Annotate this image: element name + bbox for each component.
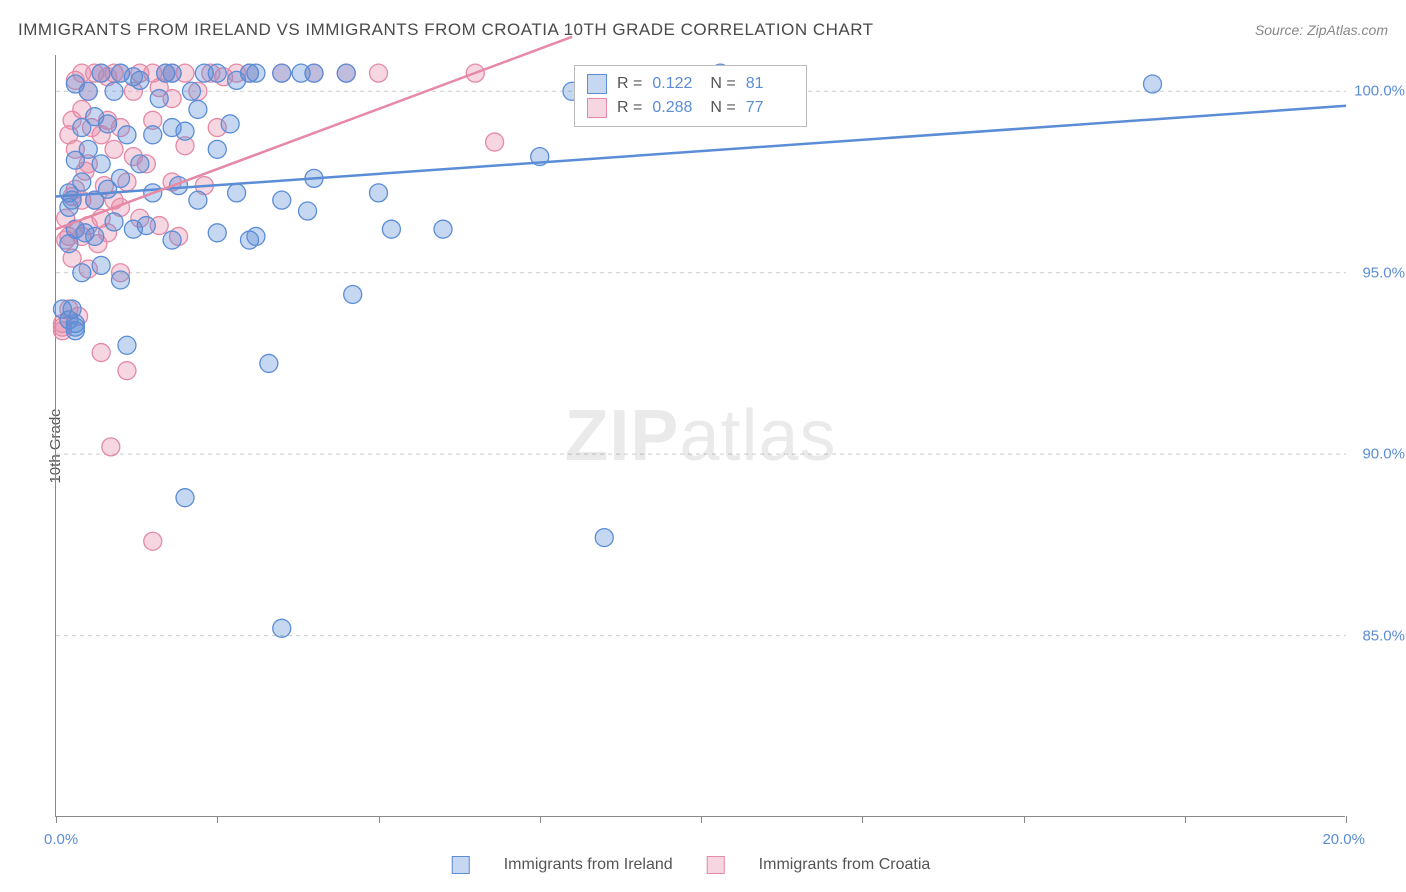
legend-r-value: 0.288 [652, 99, 700, 117]
correlation-legend-row: R = 0.288 N = 77 [587, 96, 794, 120]
scatter-point [105, 140, 123, 158]
correlation-legend-row: R = 0.122 N = 81 [587, 72, 794, 96]
legend-n-value: 81 [746, 75, 794, 93]
x-tick [1346, 816, 1347, 823]
scatter-point [99, 115, 117, 133]
legend-r-label: R = [617, 99, 642, 117]
scatter-point [92, 155, 110, 173]
scatter-svg [56, 55, 1345, 816]
scatter-point [105, 82, 123, 100]
scatter-point [208, 140, 226, 158]
scatter-point [150, 90, 168, 108]
legend-swatch [587, 74, 607, 94]
y-tick-label: 95.0% [1362, 264, 1405, 281]
scatter-point [92, 344, 110, 362]
x-tick [862, 816, 863, 823]
scatter-point [112, 169, 130, 187]
legend-swatch [707, 856, 725, 874]
scatter-point [118, 126, 136, 144]
scatter-point [299, 202, 317, 220]
scatter-point [221, 115, 239, 133]
x-tick [379, 816, 380, 823]
scatter-point [144, 126, 162, 144]
legend-r-label: R = [617, 75, 642, 93]
scatter-point [105, 213, 123, 231]
x-tick [1185, 816, 1186, 823]
scatter-point [144, 532, 162, 550]
scatter-point [66, 315, 84, 333]
scatter-point [595, 529, 613, 547]
chart-container: IMMIGRANTS FROM IRELAND VS IMMIGRANTS FR… [0, 0, 1406, 892]
scatter-point [176, 122, 194, 140]
plot-area: ZIPatlas R =0.122N =81R =0.288N =77 0.0%… [55, 55, 1345, 817]
scatter-point [208, 64, 226, 82]
legend-n-label: N = [710, 75, 735, 93]
bottom-legend: Immigrants from Ireland Immigrants from C… [452, 856, 955, 874]
scatter-point [73, 264, 91, 282]
legend-series-label: Immigrants from Ireland [504, 856, 673, 874]
x-tick-min: 0.0% [44, 831, 78, 848]
scatter-point [102, 438, 120, 456]
x-tick [56, 816, 57, 823]
scatter-point [344, 285, 362, 303]
correlation-legend: R = 0.122 N = 81 R = 0.288 N = 77 [574, 65, 807, 127]
scatter-point [118, 336, 136, 354]
scatter-point [131, 71, 149, 89]
scatter-point [370, 64, 388, 82]
scatter-point [92, 64, 110, 82]
scatter-point [305, 64, 323, 82]
scatter-point [228, 184, 246, 202]
scatter-point [189, 191, 207, 209]
scatter-point [73, 173, 91, 191]
source-attribution: Source: ZipAtlas.com [1255, 22, 1388, 38]
legend-r-value: 0.122 [652, 75, 700, 93]
scatter-point [247, 64, 265, 82]
scatter-point [273, 619, 291, 637]
scatter-point [131, 155, 149, 173]
scatter-point [208, 224, 226, 242]
x-tick [540, 816, 541, 823]
scatter-point [273, 191, 291, 209]
scatter-point [382, 220, 400, 238]
scatter-point [189, 100, 207, 118]
scatter-point [79, 140, 97, 158]
legend-n-value: 77 [746, 99, 794, 117]
legend-swatch [587, 98, 607, 118]
scatter-point [182, 82, 200, 100]
legend-swatch [452, 856, 470, 874]
scatter-point [486, 133, 504, 151]
x-tick-max: 20.0% [1322, 831, 1365, 848]
scatter-point [337, 64, 355, 82]
x-tick [701, 816, 702, 823]
scatter-point [434, 220, 452, 238]
scatter-point [273, 64, 291, 82]
scatter-point [260, 354, 278, 372]
scatter-point [86, 227, 104, 245]
scatter-point [370, 184, 388, 202]
scatter-point [163, 231, 181, 249]
scatter-point [79, 82, 97, 100]
x-tick [1024, 816, 1025, 823]
scatter-point [163, 64, 181, 82]
scatter-point [247, 227, 265, 245]
scatter-point [137, 217, 155, 235]
scatter-point [1144, 75, 1162, 93]
scatter-point [112, 271, 130, 289]
y-tick-label: 100.0% [1354, 83, 1405, 100]
scatter-point [92, 256, 110, 274]
chart-title: IMMIGRANTS FROM IRELAND VS IMMIGRANTS FR… [18, 20, 874, 40]
y-tick-label: 85.0% [1362, 627, 1405, 644]
scatter-point [176, 489, 194, 507]
scatter-point [118, 362, 136, 380]
y-tick-label: 90.0% [1362, 446, 1405, 463]
legend-series-label: Immigrants from Croatia [759, 856, 931, 874]
legend-n-label: N = [710, 99, 735, 117]
x-tick [217, 816, 218, 823]
